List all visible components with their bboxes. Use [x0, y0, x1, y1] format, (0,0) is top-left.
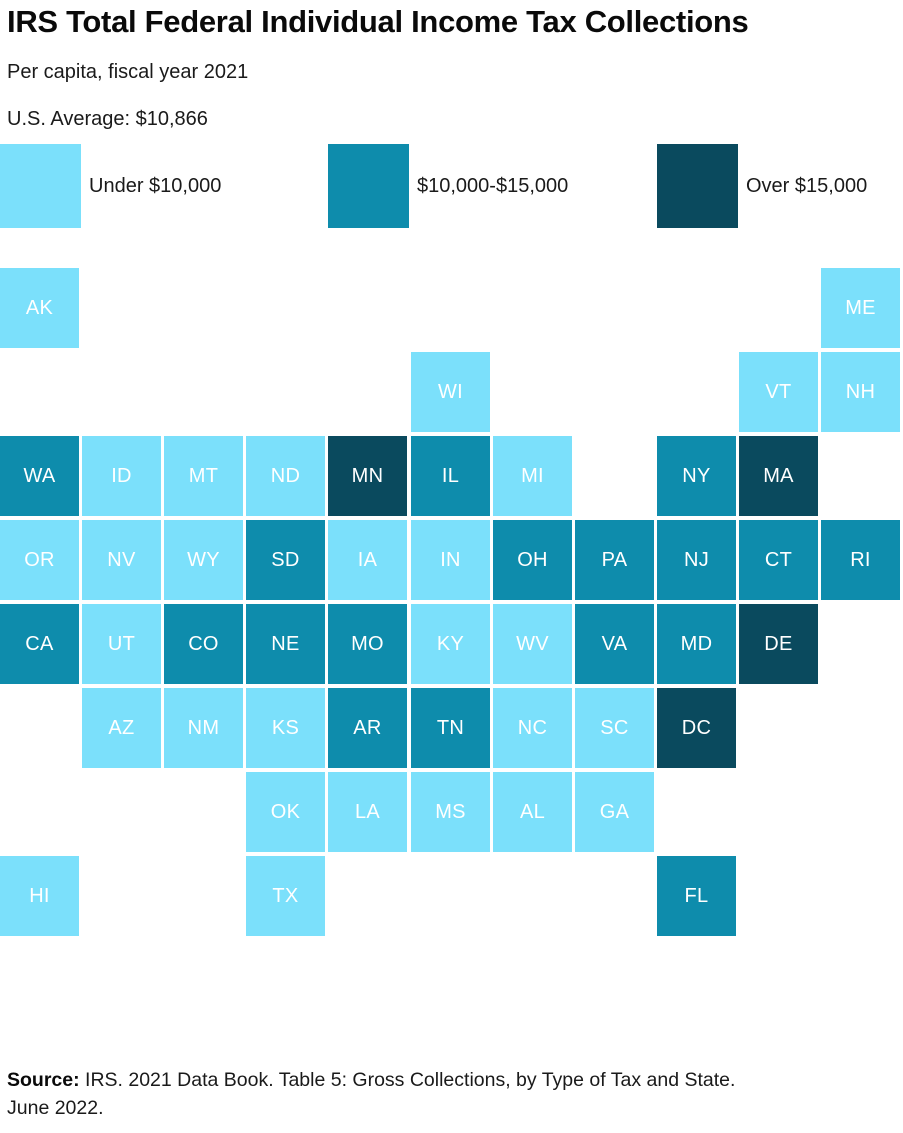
state-tile-id: ID — [82, 436, 161, 516]
legend-item-under-10000: Under $10,000 — [0, 144, 221, 228]
legend: Under $10,000 $10,000-$15,000 Over $15,0… — [0, 144, 903, 228]
legend-swatch-under-10000 — [0, 144, 81, 228]
state-tile-ia: IA — [328, 520, 407, 600]
state-tile-nh: NH — [821, 352, 900, 432]
state-tile-md: MD — [657, 604, 736, 684]
state-tile-dc: DC — [657, 688, 736, 768]
state-tile-ky: KY — [411, 604, 490, 684]
legend-item-over-15000: Over $15,000 — [657, 144, 867, 228]
state-tile-ct: CT — [739, 520, 818, 600]
state-tile-nc: NC — [493, 688, 572, 768]
state-tile-co: CO — [164, 604, 243, 684]
state-tile-ri: RI — [821, 520, 900, 600]
us-average-value: U.S. Average: $10,866 — [7, 108, 208, 130]
state-tile-sd: SD — [246, 520, 325, 600]
source-text: IRS. 2021 Data Book. Table 5: Gross Coll… — [79, 1069, 736, 1091]
source-date: June 2022. — [7, 1097, 104, 1119]
state-tile-ut: UT — [82, 604, 161, 684]
state-tile-ga: GA — [575, 772, 654, 852]
state-tile-me: ME — [821, 268, 900, 348]
state-tile-mt: MT — [164, 436, 243, 516]
state-tile-ok: OK — [246, 772, 325, 852]
state-tile-nm: NM — [164, 688, 243, 768]
state-tile-wy: WY — [164, 520, 243, 600]
state-tile-mi: MI — [493, 436, 572, 516]
legend-swatch-10000-15000 — [328, 144, 409, 228]
state-tile-wi: WI — [411, 352, 490, 432]
state-tile-nd: ND — [246, 436, 325, 516]
legend-label-over-15000: Over $15,000 — [746, 174, 868, 197]
legend-swatch-over-15000 — [657, 144, 738, 228]
state-tile-tx: TX — [246, 856, 325, 936]
state-tile-or: OR — [0, 520, 79, 600]
state-tile-nv: NV — [82, 520, 161, 600]
state-tile-wa: WA — [0, 436, 79, 516]
state-tile-tn: TN — [411, 688, 490, 768]
chart-subtitle: Per capita, fiscal year 2021 — [7, 61, 249, 83]
state-tile-ny: NY — [657, 436, 736, 516]
legend-item-10000-15000: $10,000-$15,000 — [328, 144, 568, 228]
state-tile-al: AL — [493, 772, 572, 852]
state-tile-ak: AK — [0, 268, 79, 348]
state-tile-la: LA — [328, 772, 407, 852]
legend-label-under-10000: Under $10,000 — [89, 174, 222, 197]
state-tile-il: IL — [411, 436, 490, 516]
state-tile-fl: FL — [657, 856, 736, 936]
legend-label-10000-15000: $10,000-$15,000 — [417, 174, 569, 197]
state-tile-oh: OH — [493, 520, 572, 600]
state-tile-va: VA — [575, 604, 654, 684]
state-tile-ma: MA — [739, 436, 818, 516]
state-tile-grid: AK ME WI VT NH WA ID MT ND MN IL MI NY MA OR NV WY SD IA IN… — [0, 268, 903, 940]
state-tile-wv: WV — [493, 604, 572, 684]
state-tile-ca: CA — [0, 604, 79, 684]
source-label: Source: — [7, 1069, 80, 1091]
state-tile-vt: VT — [739, 352, 818, 432]
state-tile-ms: MS — [411, 772, 490, 852]
state-tile-ne: NE — [246, 604, 325, 684]
state-tile-ks: KS — [246, 688, 325, 768]
state-tile-de: DE — [739, 604, 818, 684]
state-tile-mo: MO — [328, 604, 407, 684]
source-note: Source: IRS. 2021 Data Book. Table 5: Gr… — [7, 1066, 887, 1122]
page-title: IRS Total Federal Individual Income Tax … — [7, 4, 749, 39]
state-tile-ar: AR — [328, 688, 407, 768]
state-tile-mn: MN — [328, 436, 407, 516]
state-tile-az: AZ — [82, 688, 161, 768]
state-tile-hi: HI — [0, 856, 79, 936]
state-tile-nj: NJ — [657, 520, 736, 600]
state-tile-sc: SC — [575, 688, 654, 768]
state-tile-in: IN — [411, 520, 490, 600]
state-tile-pa: PA — [575, 520, 654, 600]
